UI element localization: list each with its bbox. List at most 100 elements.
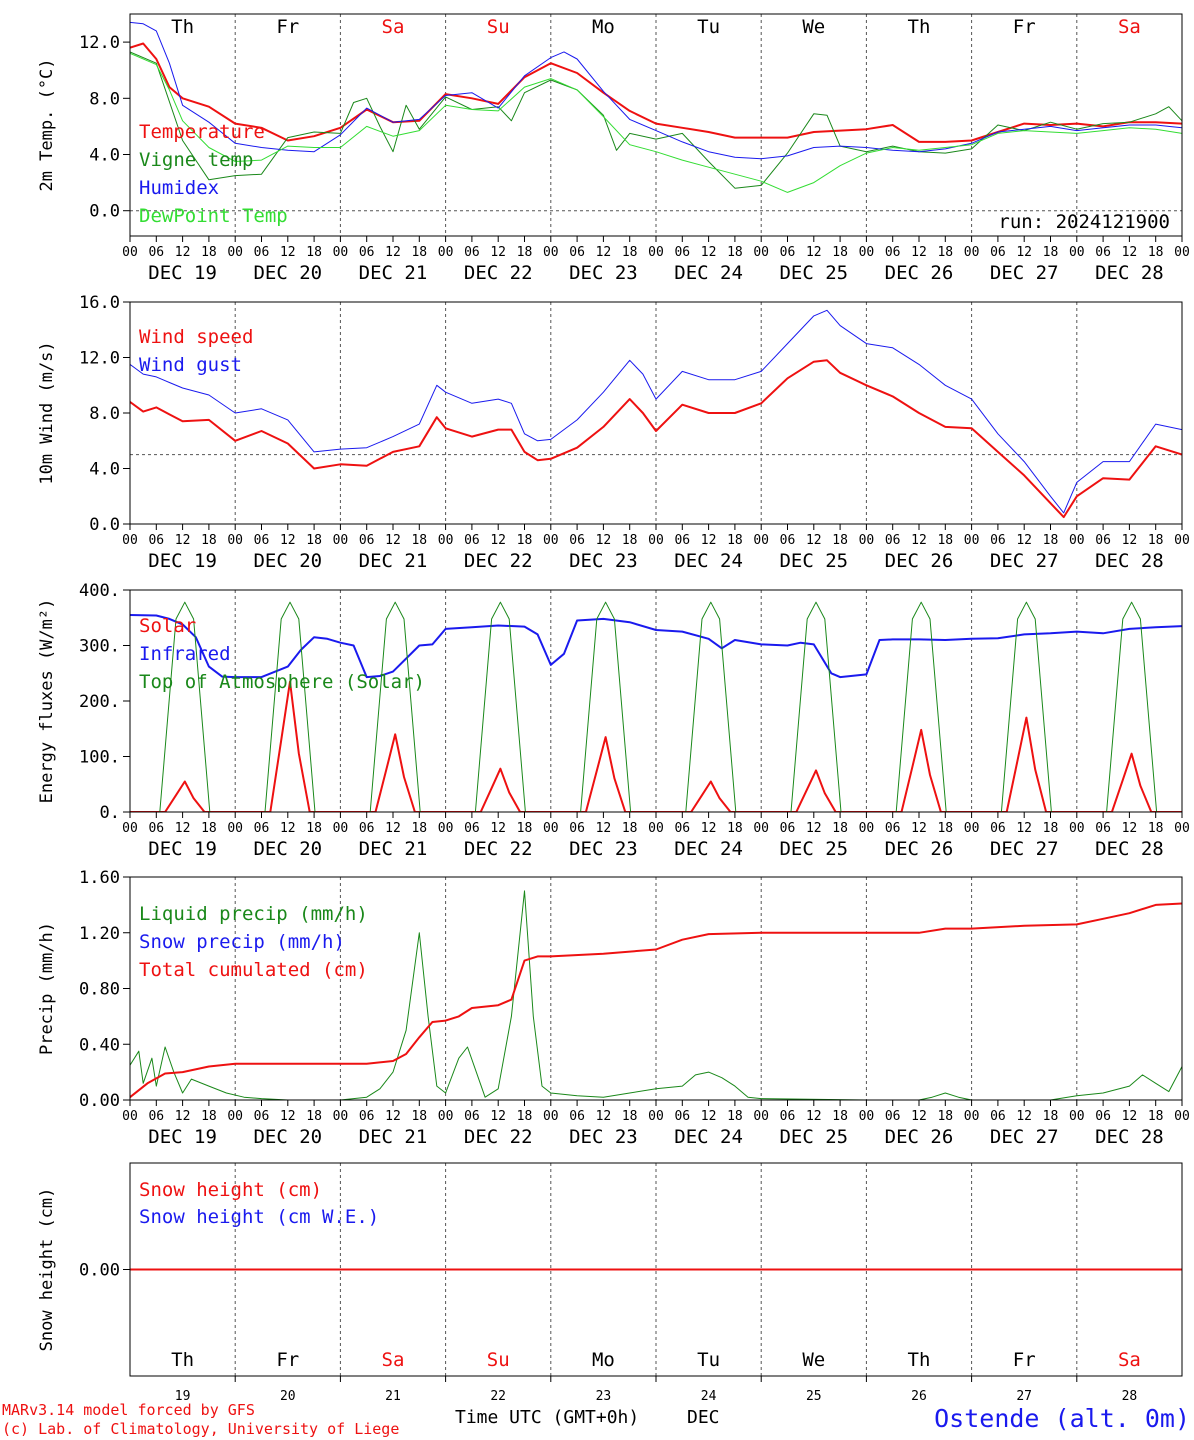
x-hour-label: 12 [806, 1109, 822, 1124]
series-line-2-2 [130, 309, 1182, 514]
day-number-label: 24 [701, 1389, 717, 1404]
x-hour-label: 00 [1174, 1109, 1190, 1124]
x-hour-label: 06 [464, 821, 480, 836]
x-hour-label: 18 [832, 533, 848, 548]
x-hour-label: 06 [885, 245, 901, 260]
x-hour-label: 18 [306, 245, 322, 260]
y-axis-label: 10m Wind (m/s) [37, 341, 57, 484]
x-hour-label: 00 [753, 245, 769, 260]
x-date-label: DEC 25 [779, 262, 848, 284]
x-hour-label: 00 [648, 1109, 664, 1124]
y-axis-label: Precip (mm/h) [37, 922, 57, 1055]
legend-entry-4-1: Liquid precip (mm/h) [139, 903, 368, 925]
x-hour-label: 18 [306, 1109, 322, 1124]
day-number-label: 26 [911, 1389, 927, 1404]
x-date-label: DEC 28 [1095, 262, 1164, 284]
x-hour-label: 00 [1069, 533, 1085, 548]
series-group [130, 21, 1182, 193]
x-hour-label: 12 [806, 821, 822, 836]
x-hour-label: 00 [964, 245, 980, 260]
x-hour-label: 18 [1148, 245, 1164, 260]
x-date-label: DEC 23 [569, 1126, 638, 1148]
x-hour-label: 18 [201, 1109, 217, 1124]
x-hour-label: 06 [569, 245, 585, 260]
day-abbr-top: Su [487, 16, 510, 38]
series-group [130, 309, 1182, 519]
x-hour-label: 18 [622, 1109, 638, 1124]
x-hour-label: 06 [780, 821, 796, 836]
day-number-label: 20 [280, 1389, 296, 1404]
day-abbr-bottom: Th [171, 1349, 194, 1371]
legend-entry-4-2: Snow precip (mm/h) [139, 931, 345, 953]
y-tick-label: 1.60 [79, 868, 120, 888]
x-date-label: DEC 26 [885, 550, 954, 572]
y-tick-label: 16.0 [79, 293, 120, 313]
legend-entry-2-2: Wind gust [139, 354, 242, 376]
day-abbr-bottom: Mo [592, 1349, 615, 1371]
day-abbr-top: Mo [592, 16, 615, 38]
x-hour-label: 12 [175, 245, 191, 260]
day-abbr-top: We [802, 16, 825, 38]
credit-line-1: MARv3.14 model forced by GFS [2, 1401, 255, 1419]
x-hour-label: 18 [622, 245, 638, 260]
x-hour-label: 12 [701, 245, 717, 260]
y-tick-label: 1.20 [79, 924, 120, 944]
panel-2: 16.0 12.0 8.0 4.0 0.0 10m Wind (m/s) Wind spee… [37, 293, 1190, 572]
x-hour-label: 00 [333, 245, 349, 260]
x-hour-label: 00 [543, 533, 559, 548]
x-hour-label: 18 [937, 245, 953, 260]
legend-entry-1-4: DewPoint Temp [139, 205, 288, 227]
x-date-label: DEC 24 [674, 838, 743, 860]
y-axis-label: Snow height (cm) [37, 1188, 57, 1352]
x-hour-label: 12 [175, 533, 191, 548]
x-date-label: DEC 28 [1095, 1126, 1164, 1148]
x-hour-label: 00 [227, 533, 243, 548]
day-abbr-top: Sa [382, 16, 405, 38]
x-hour-label: 12 [385, 821, 401, 836]
x-hour-label: 12 [1122, 821, 1138, 836]
x-date-label: DEC 21 [359, 838, 428, 860]
x-hour-label: 06 [569, 533, 585, 548]
x-hour-label: 00 [438, 245, 454, 260]
x-hour-label: 00 [964, 1109, 980, 1124]
x-hour-label: 00 [1174, 245, 1190, 260]
month-label: DEC [687, 1407, 720, 1428]
x-hour-label: 06 [464, 533, 480, 548]
day-abbr-top: Th [171, 16, 194, 38]
panel-5: 0.00 Snow height (cm) Snow height (cm) Snow… [37, 1162, 1183, 1404]
x-hour-label: 06 [254, 1109, 270, 1124]
x-hour-label: 06 [359, 1109, 375, 1124]
day-abbr-bottom: Fr [1013, 1349, 1036, 1371]
series-line-2-1 [130, 359, 1182, 519]
x-date-label: DEC 23 [569, 550, 638, 572]
x-hour-label: 06 [674, 821, 690, 836]
x-date-label: DEC 24 [674, 550, 743, 572]
x-hour-label: 12 [280, 533, 296, 548]
series-line-4-1 [130, 890, 1182, 1100]
x-hour-label: 12 [911, 533, 927, 548]
day-number-label: 28 [1122, 1389, 1138, 1404]
x-date-label: DEC 19 [148, 1126, 217, 1148]
x-hour-label: 00 [438, 1109, 454, 1124]
x-hour-label: 00 [1174, 821, 1190, 836]
legend-entry-2-1: Wind speed [139, 326, 253, 348]
x-hour-label: 00 [543, 245, 559, 260]
x-date-label: DEC 28 [1095, 838, 1164, 860]
run-annotation: run: 2024121900 [998, 211, 1170, 233]
day-abbr-bottom: Su [487, 1349, 510, 1371]
x-hour-label: 18 [517, 533, 533, 548]
x-hour-label: 18 [411, 1109, 427, 1124]
legend-entry-1-3: Humidex [139, 177, 219, 199]
x-hour-label: 00 [122, 1109, 138, 1124]
x-hour-label: 06 [780, 1109, 796, 1124]
x-hour-label: 06 [990, 1109, 1006, 1124]
x-hour-label: 00 [753, 1109, 769, 1124]
x-date-label: DEC 22 [464, 838, 533, 860]
x-hour-label: 18 [832, 1109, 848, 1124]
x-hour-label: 00 [122, 821, 138, 836]
series-line-3-1 [130, 680, 1182, 812]
x-hour-label: 18 [201, 821, 217, 836]
x-date-label: DEC 22 [464, 550, 533, 572]
x-hour-label: 12 [1016, 245, 1032, 260]
x-date-label: DEC 27 [990, 1126, 1059, 1148]
